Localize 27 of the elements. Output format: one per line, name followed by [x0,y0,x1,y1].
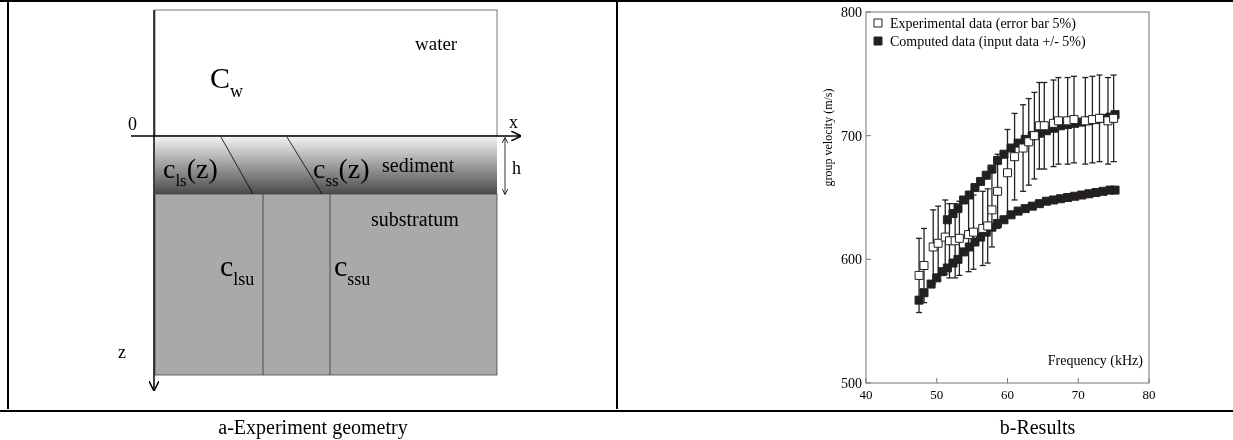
text: C$_{w}$ [210,61,244,101]
y-tick-label: 700 [841,128,862,144]
y-tick-label: 600 [841,252,862,268]
x-tick-label: 80 [1142,387,1156,402]
text: h [512,158,521,178]
x-tick-label: 40 [859,387,873,402]
text: b-Results [999,416,1076,438]
x-tick-label: 70 [1071,387,1085,402]
x-tick-label: 50 [930,387,944,402]
text: c$_{ssu}$ [334,249,371,289]
legend-label: Experimental data (error bar 5%) [890,16,1077,32]
legend-label: Computed data (input data +/- 5%) [890,34,1087,50]
text: 0 [128,114,137,134]
text: sediment [382,154,455,176]
text: z [118,342,126,362]
text: x [509,112,518,132]
y-tick-label: 500 [841,376,862,391]
text: c$_{ls}$(z) [163,153,218,191]
y-tick-label: 800 [841,5,862,20]
text: c$_{ss}$(z) [313,153,370,191]
x-axis-title: Frequency (kHz) [1047,353,1144,369]
text: substratum [371,208,460,230]
x-tick-label: 60 [1001,387,1014,402]
text: a-Experiment geometry [218,416,408,439]
text: c$_{lsu}$ [220,249,255,289]
y-axis-title: group velocity (m/s) [821,88,835,187]
text: water [415,33,458,54]
